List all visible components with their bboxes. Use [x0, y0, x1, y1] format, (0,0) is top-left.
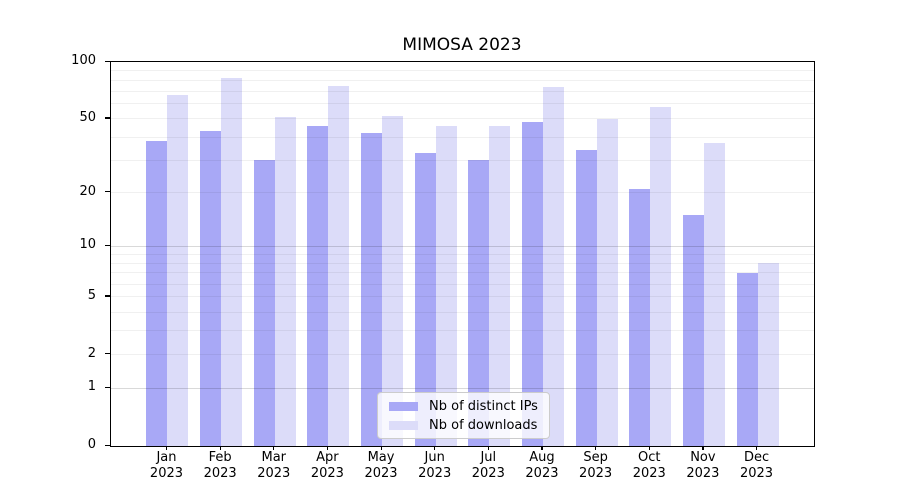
x-tick-mark [219, 446, 221, 450]
gridline-minor [111, 354, 814, 356]
bar-distinct-ips-sep [575, 150, 597, 446]
y-tick-label: 2 [87, 345, 96, 361]
gridline-major [111, 245, 814, 247]
legend-swatch-distinct-ips [389, 401, 418, 411]
gridline-minor [111, 311, 814, 313]
x-tick-mark [273, 446, 275, 450]
gridline-minor [111, 79, 814, 81]
x-tick-label-oct: Oct 2023 [632, 450, 666, 481]
y-tick-mark [105, 60, 110, 62]
y-tick-mark [105, 444, 110, 446]
x-tick-label-sep: Sep 2023 [579, 450, 613, 481]
bar-downloads-apr [328, 85, 350, 446]
bar-distinct-ips-mar [253, 160, 275, 446]
y-tick-label: 100 [71, 53, 96, 68]
gridline-minor [111, 296, 814, 298]
gridline-minor [111, 272, 814, 274]
legend: Nb of distinct IPs Nb of downloads [377, 392, 550, 439]
legend-label-downloads: Nb of downloads [429, 417, 538, 433]
bar-downloads-sep [596, 118, 618, 446]
gridline-minor [111, 262, 814, 264]
y-tick-label: 20 [79, 183, 96, 199]
gridline-minor [111, 192, 814, 194]
x-tick-label-may: May 2023 [364, 450, 398, 481]
gridline-minor [111, 118, 814, 120]
y-tick-label: 10 [79, 237, 96, 253]
y-tick-mark [105, 244, 110, 247]
bar-downloads-nov [703, 143, 725, 446]
gridline-minor [111, 159, 814, 161]
y-tick-label: 5 [87, 287, 96, 303]
bar-distinct-ips-jan [146, 141, 168, 446]
plot-area [110, 61, 815, 447]
bar-downloads-may [382, 115, 404, 446]
y-tick-mark [105, 191, 110, 193]
bar-downloads-mar [274, 117, 296, 446]
bar-downloads-oct [650, 106, 672, 446]
x-tick-mark [380, 446, 382, 450]
y-tick-label: 1 [87, 379, 96, 395]
y-tick-mark [105, 353, 110, 355]
gridline-minor [111, 283, 814, 285]
bar-distinct-ips-apr [307, 125, 329, 446]
x-tick-mark [165, 446, 168, 450]
legend-item-distinct-ips: Nb of distinct IPs [389, 398, 538, 414]
bar-downloads-aug [542, 86, 564, 446]
bar-distinct-ips-may [361, 133, 383, 446]
x-tick-label-aug: Aug 2023 [525, 450, 559, 481]
bar-distinct-ips-jul [468, 160, 490, 446]
gridline-major [111, 387, 814, 389]
gridline-minor [111, 103, 814, 105]
gridline-minor [111, 136, 814, 138]
x-tick-mark [702, 446, 704, 450]
grid-layer [111, 62, 814, 446]
x-tick-label-jun: Jun 2023 [418, 450, 452, 481]
x-tick-mark [648, 446, 650, 450]
x-tick-label-jul: Jul 2023 [471, 450, 505, 481]
x-tick-mark [595, 446, 597, 450]
y-tick-mark [105, 117, 110, 119]
bar-downloads-jul [489, 125, 511, 446]
x-tick-mark [541, 446, 543, 450]
x-tick-label-nov: Nov 2023 [686, 450, 720, 481]
y-tick-label: 50 [79, 109, 96, 125]
y-tick-label: 0 [87, 437, 96, 452]
bar-distinct-ips-feb [200, 131, 222, 446]
y-tick-mark [105, 295, 110, 297]
x-tick-mark [487, 446, 489, 450]
legend-item-downloads: Nb of downloads [389, 417, 538, 433]
gridline-minor [111, 330, 814, 332]
x-tick-label-apr: Apr 2023 [310, 450, 344, 481]
bar-distinct-ips-jun [414, 152, 436, 446]
x-tick-label-dec: Dec 2023 [739, 450, 774, 481]
x-tick-mark [326, 446, 329, 450]
x-tick-mark [434, 446, 436, 450]
legend-swatch-downloads [389, 420, 418, 430]
legend-label-distinct-ips: Nb of distinct IPs [429, 398, 538, 414]
bar-downloads-jan [167, 94, 189, 446]
x-tick-label-mar: Mar 2023 [257, 450, 291, 481]
bar-distinct-ips-dec [736, 273, 758, 446]
x-tick-label-feb: Feb 2023 [203, 450, 237, 481]
bar-distinct-ips-oct [629, 188, 651, 446]
gridline-minor [111, 253, 814, 255]
x-tick-label-jan: Jan 2023 [149, 450, 184, 481]
bar-downloads-jun [435, 125, 457, 446]
gridline-minor [111, 90, 814, 92]
gridline-minor [111, 70, 814, 72]
y-tick-mark [105, 386, 110, 388]
chart-title: MIMOSA 2023 [402, 35, 522, 55]
x-tick-mark [756, 446, 758, 450]
